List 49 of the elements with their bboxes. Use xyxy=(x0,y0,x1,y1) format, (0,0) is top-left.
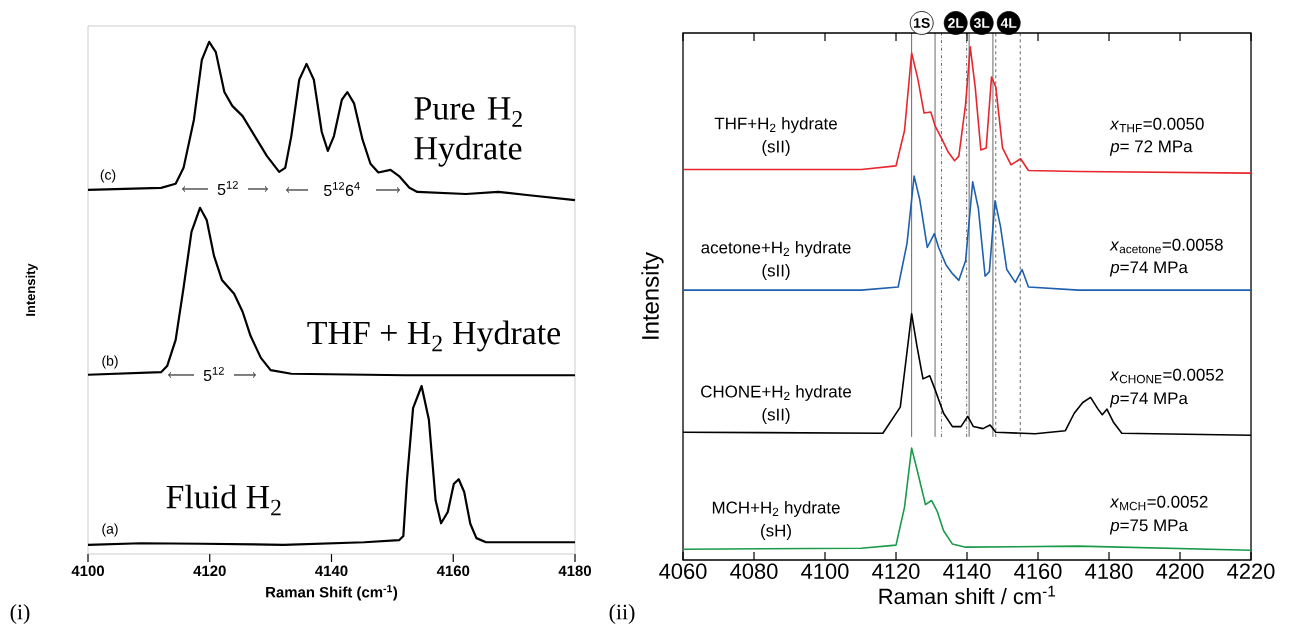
annotation: (b) xyxy=(102,355,118,369)
annotation: 5$^{12}$6$^{4}$ xyxy=(323,181,360,197)
text: 1S xyxy=(914,18,930,28)
x-tick-label: 4100 xyxy=(71,565,104,577)
annotation: (sII) xyxy=(762,408,790,424)
x-tick-label: 4140 xyxy=(943,563,991,580)
annotation: p= 72 MPa xyxy=(1109,140,1193,156)
text: (ii) xyxy=(609,604,635,624)
annotation: x$_{acetone}$=0.0058 xyxy=(1109,238,1223,254)
series-label: Fluid H$_{2}$ xyxy=(166,484,281,516)
annotation: 5$^{12}$ xyxy=(203,366,224,382)
y-axis-title: Intensity xyxy=(641,252,664,339)
annotation: 5$^{12}$ xyxy=(217,180,238,196)
annotation: x$_{THF}$=0.0050 xyxy=(1109,117,1204,133)
annotation: x$_{MCH}$=0.0052 xyxy=(1109,495,1208,511)
x-axis-title: Raman shift / cm$^{-1}$ xyxy=(879,585,1056,605)
text: 2L xyxy=(948,18,964,28)
annotation: p=74 MPa xyxy=(1109,261,1188,277)
x-tick-label: 4120 xyxy=(872,563,920,580)
annotation: p=74 MPa xyxy=(1109,392,1188,408)
annotation: (a) xyxy=(102,523,118,537)
annotation: (c) xyxy=(100,169,116,183)
x-tick-label: 4080 xyxy=(730,563,778,580)
text: THF+H$_{2}$ hydrate xyxy=(714,117,837,133)
x-axis-title: Raman Shift (cm$^{-1}$) xyxy=(266,584,398,601)
x-tick-label: 4160 xyxy=(436,565,470,577)
x-tick-label: 4180 xyxy=(558,565,591,577)
x-tick-label: 4060 xyxy=(659,563,707,580)
series-label: CHONE+H$_{2}$ hydrate xyxy=(701,385,852,401)
series-label: acetone+H$_{2}$ hydrate xyxy=(701,241,851,257)
annotation: (sH) xyxy=(761,524,791,540)
x-tick-label: 4180 xyxy=(1085,563,1133,580)
series-label: Pure H$_{2}$ Hydrate xyxy=(414,97,522,167)
annotation: (sII) xyxy=(762,140,790,156)
x-tick-label: 4220 xyxy=(1227,563,1275,580)
text: 4L xyxy=(1000,18,1017,28)
series-label: THF + H$_{2}$ Hydrate xyxy=(307,320,561,352)
annotation: p=75 MPa xyxy=(1109,519,1188,535)
annotation: (sII) xyxy=(762,264,790,280)
x-tick-label: 4100 xyxy=(801,563,849,580)
text: (i) xyxy=(10,604,30,624)
y-axis-title: Intensity xyxy=(25,263,38,316)
annotation: x$_{CHONE}$=0.0052 xyxy=(1109,368,1224,384)
x-tick-label: 4160 xyxy=(1014,563,1062,580)
x-tick-label: 4200 xyxy=(1156,563,1204,580)
series-label: MCH+H$_{2}$ hydrate xyxy=(712,501,840,517)
text: 3L xyxy=(973,18,990,28)
x-tick-label: 4140 xyxy=(315,565,348,577)
x-tick-label: 4120 xyxy=(193,565,226,577)
